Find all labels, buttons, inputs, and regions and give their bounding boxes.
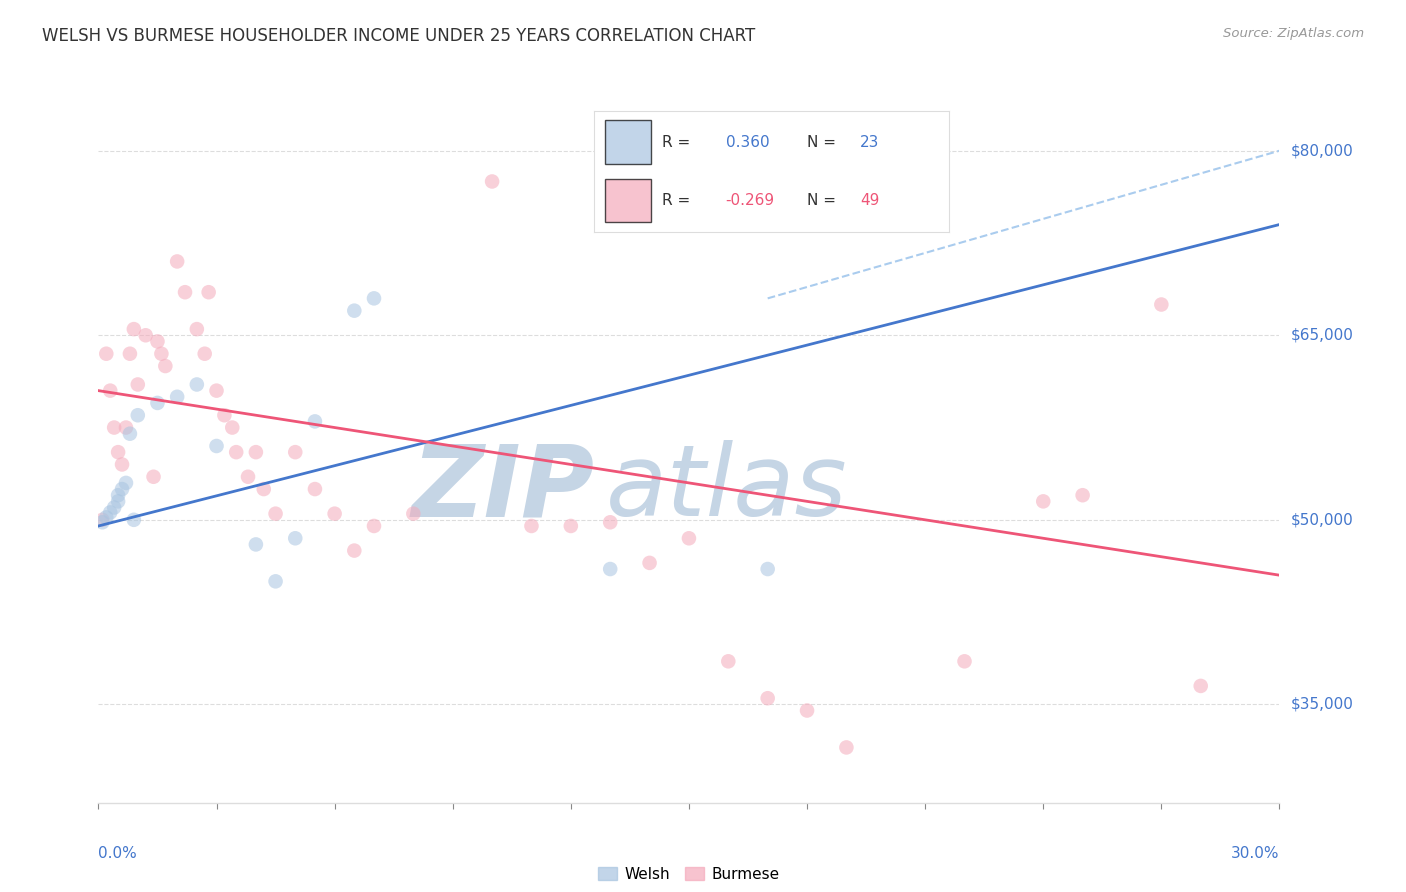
Point	[96, 510, 118, 524]
Point	[264, 507, 287, 521]
Text: 0.0%: 0.0%	[98, 846, 138, 861]
Point	[98, 505, 121, 519]
Point	[343, 303, 366, 318]
Point	[186, 377, 208, 392]
Text: ZIP: ZIP	[412, 441, 595, 537]
Point	[363, 519, 385, 533]
Point	[253, 482, 276, 496]
Point	[107, 494, 129, 508]
Text: Source: ZipAtlas.com: Source: ZipAtlas.com	[1223, 27, 1364, 40]
Point	[103, 500, 125, 515]
Point	[103, 420, 125, 434]
Point	[1071, 488, 1094, 502]
Point	[115, 475, 138, 490]
Point	[343, 543, 366, 558]
Point	[146, 334, 169, 349]
Point	[127, 409, 149, 423]
Point	[221, 420, 243, 434]
Point	[111, 458, 134, 472]
Point	[245, 537, 267, 551]
Point	[1032, 494, 1054, 508]
Point	[599, 562, 621, 576]
Point	[96, 347, 118, 361]
Point	[678, 531, 700, 545]
Point	[186, 322, 208, 336]
Point	[1189, 679, 1212, 693]
Point	[127, 377, 149, 392]
Point	[717, 654, 740, 668]
Point	[756, 691, 779, 706]
Point	[638, 556, 661, 570]
Point	[115, 420, 138, 434]
Point	[155, 359, 177, 373]
Point	[236, 469, 259, 483]
Point	[304, 414, 326, 428]
Point	[756, 562, 779, 576]
Point	[1150, 297, 1173, 311]
Text: $50,000: $50,000	[1291, 512, 1354, 527]
Point	[599, 516, 621, 530]
Point	[284, 445, 307, 459]
Text: $35,000: $35,000	[1291, 697, 1354, 712]
Point	[197, 285, 219, 300]
Point	[520, 519, 543, 533]
Point	[363, 291, 385, 305]
Point	[174, 285, 197, 300]
Point	[166, 390, 188, 404]
Point	[284, 531, 307, 545]
Point	[122, 322, 145, 336]
Point	[91, 513, 114, 527]
Point	[118, 347, 141, 361]
Point	[111, 482, 134, 496]
Point	[481, 174, 503, 188]
Point	[245, 445, 267, 459]
Point	[107, 488, 129, 502]
Point	[107, 445, 129, 459]
Point	[135, 328, 157, 343]
Point	[796, 704, 818, 718]
Text: 30.0%: 30.0%	[1232, 846, 1279, 861]
Point	[264, 574, 287, 589]
Text: $65,000: $65,000	[1291, 327, 1354, 343]
Point	[150, 347, 173, 361]
Point	[205, 384, 228, 398]
Text: atlas: atlas	[606, 441, 848, 537]
Point	[225, 445, 247, 459]
Point	[402, 507, 425, 521]
Point	[91, 516, 114, 530]
Point	[205, 439, 228, 453]
Point	[166, 254, 188, 268]
Text: WELSH VS BURMESE HOUSEHOLDER INCOME UNDER 25 YEARS CORRELATION CHART: WELSH VS BURMESE HOUSEHOLDER INCOME UNDE…	[42, 27, 755, 45]
Point	[304, 482, 326, 496]
Point	[146, 396, 169, 410]
Point	[142, 469, 165, 483]
Point	[214, 409, 236, 423]
Legend: Welsh, Burmese: Welsh, Burmese	[592, 861, 786, 888]
Point	[560, 519, 582, 533]
Point	[118, 426, 141, 441]
Point	[122, 513, 145, 527]
Point	[323, 507, 346, 521]
Point	[953, 654, 976, 668]
Point	[98, 384, 121, 398]
Text: $80,000: $80,000	[1291, 144, 1354, 158]
Point	[835, 740, 858, 755]
Point	[194, 347, 217, 361]
